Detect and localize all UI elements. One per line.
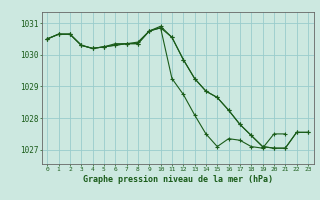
X-axis label: Graphe pression niveau de la mer (hPa): Graphe pression niveau de la mer (hPa) [83,175,273,184]
